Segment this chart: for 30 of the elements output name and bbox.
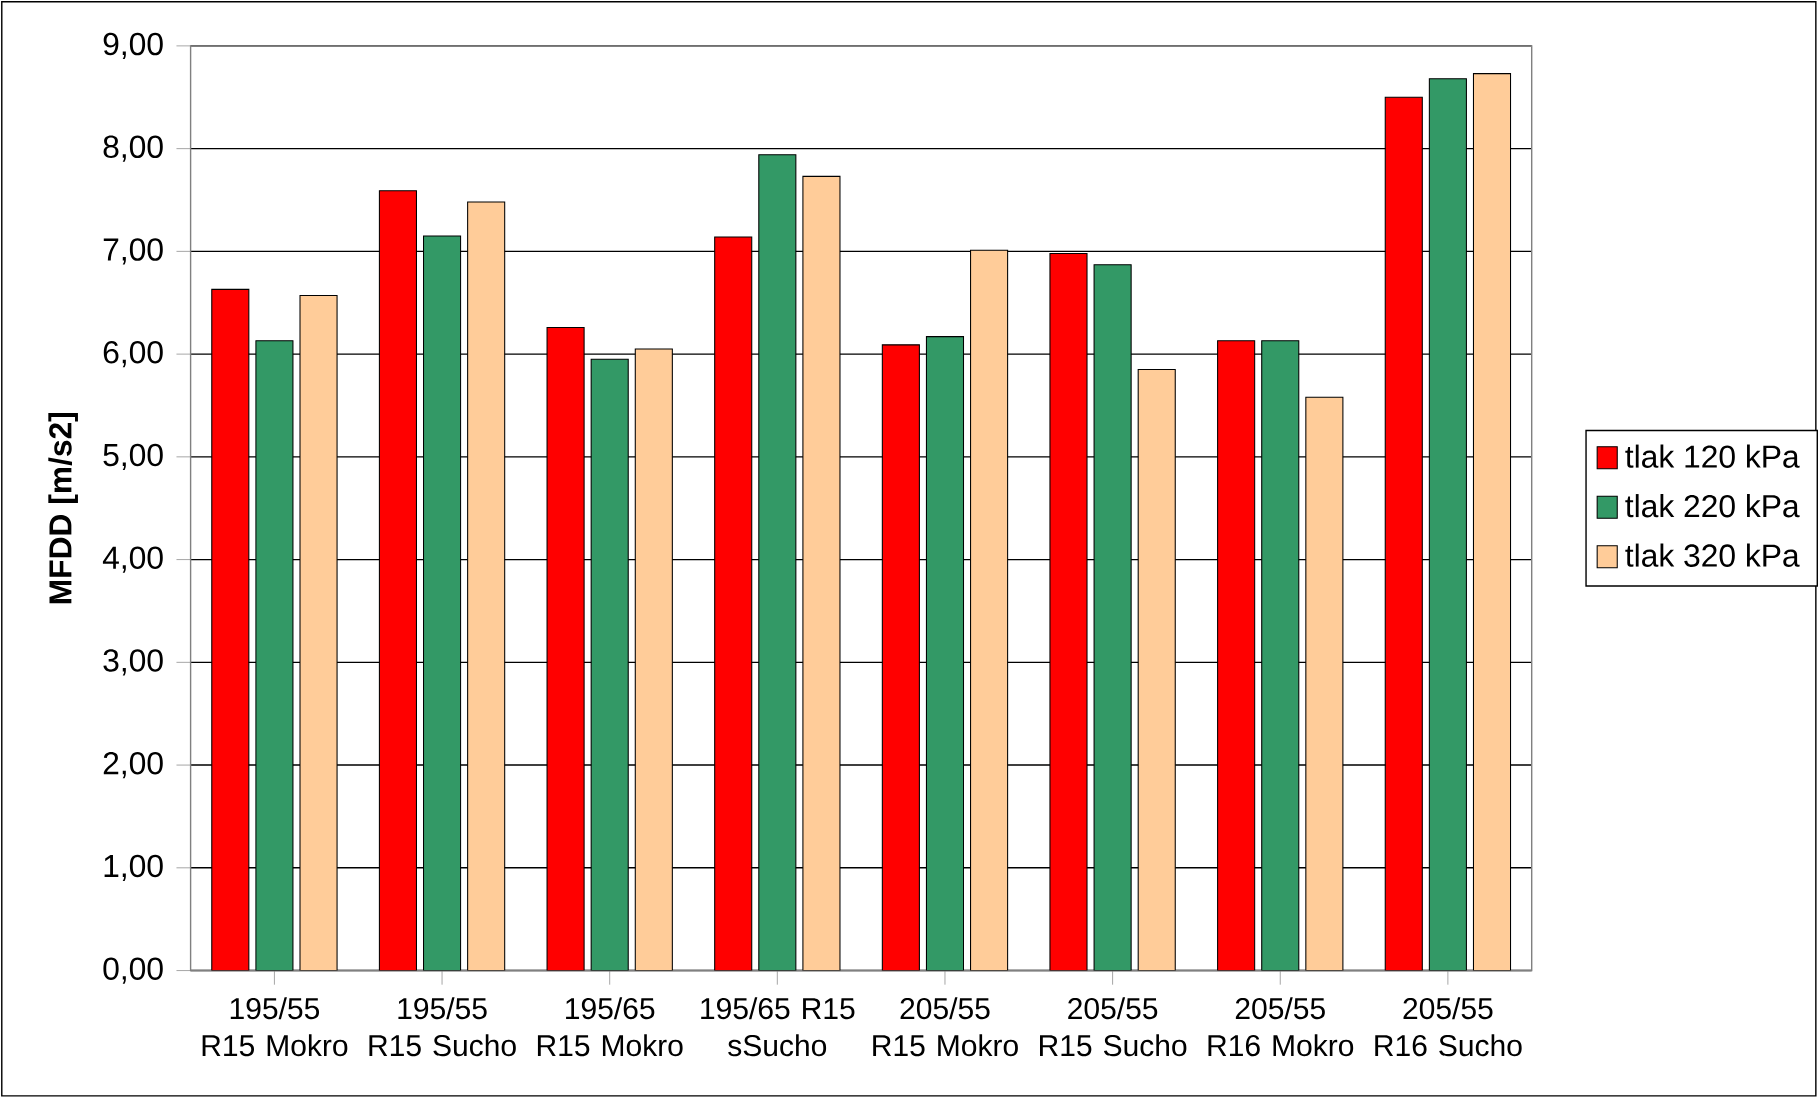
y-tick-label: 2,00 bbox=[103, 752, 163, 779]
bar bbox=[925, 336, 965, 971]
y-tick-label: 6,00 bbox=[103, 341, 163, 368]
y-tick-label: 7,00 bbox=[103, 238, 163, 265]
bar bbox=[758, 154, 797, 971]
y-tick-label: 3,00 bbox=[103, 649, 163, 676]
bar bbox=[590, 358, 629, 971]
y-tick-label: 0,00 bbox=[103, 957, 163, 984]
y-tick-label: 4,00 bbox=[102, 546, 163, 573]
y-tick-label: 8,00 bbox=[103, 135, 163, 162]
x-tick-label: 205/55 R16 Mokro bbox=[1208, 997, 1354, 1057]
legend-label: tlak 220 kPa bbox=[1625, 494, 1800, 518]
x-tick-label: 205/55 R16 Sucho bbox=[1375, 997, 1522, 1057]
bar bbox=[422, 235, 462, 971]
x-tick-label: 195/65 R15 Mokro bbox=[537, 997, 683, 1057]
bar bbox=[1428, 78, 1467, 971]
x-tick-label: 195/55 R15 Mokro bbox=[202, 997, 348, 1057]
bar bbox=[255, 340, 294, 971]
y-axis-title: MFDD [m/s2] bbox=[48, 413, 78, 604]
y-tick-label: 9,00 bbox=[103, 32, 163, 60]
x-tick-label: 195/65 R15 sSucho bbox=[701, 997, 855, 1057]
legend-label: tlak 120 kPa bbox=[1625, 444, 1800, 469]
y-tick-label: 5,00 bbox=[103, 443, 163, 471]
x-tick-label: 205/55 R15 Sucho bbox=[1040, 997, 1187, 1057]
x-tick-label: 205/55 R15 Mokro bbox=[873, 997, 1018, 1057]
y-tick-label: 1,00 bbox=[104, 854, 163, 882]
bar bbox=[1261, 340, 1300, 971]
bar bbox=[1093, 264, 1132, 971]
x-tick-label: 195/55 R15 Sucho bbox=[369, 997, 516, 1057]
legend-label: tlak 320 kPa bbox=[1625, 543, 1800, 568]
